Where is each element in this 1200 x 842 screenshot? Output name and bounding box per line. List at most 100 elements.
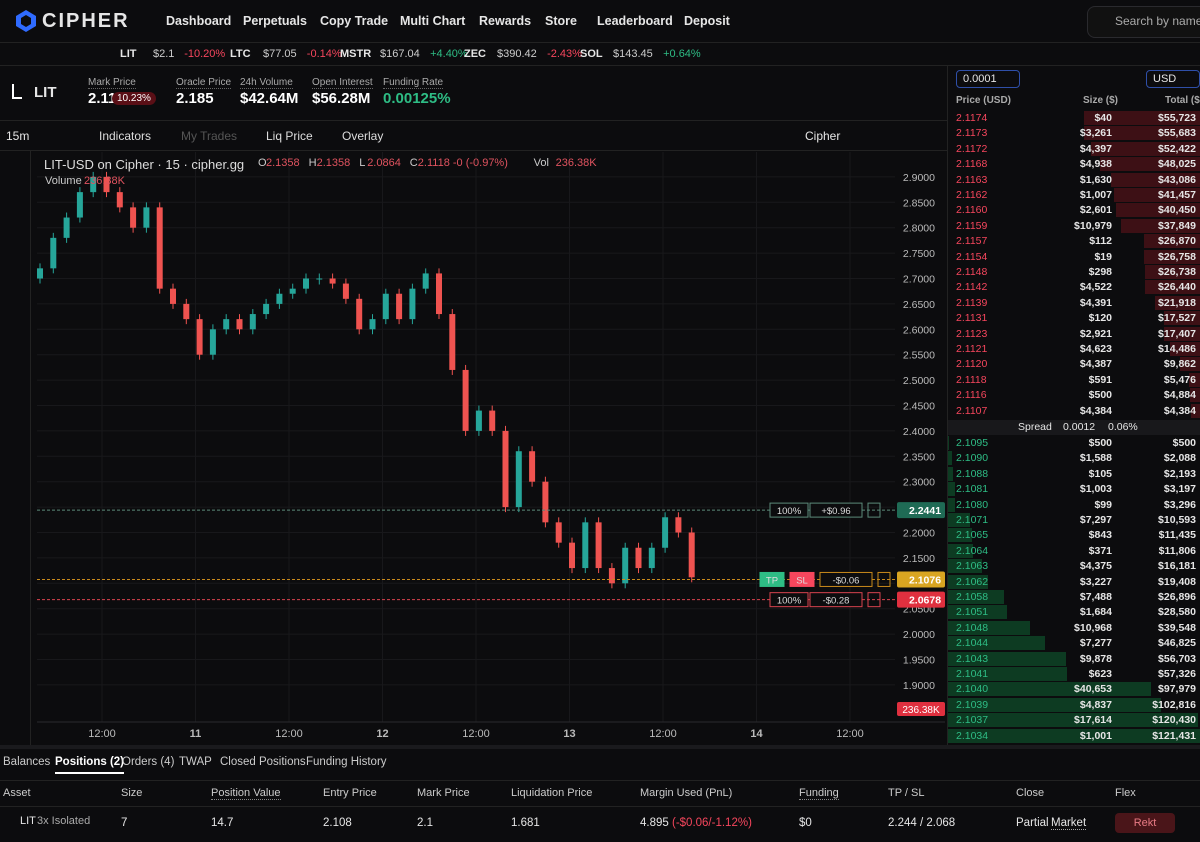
ob-price: 2.1131 [956, 312, 988, 325]
logo[interactable]: CIPHER [42, 10, 130, 32]
ob-price: 2.1121 [956, 343, 988, 355]
tab[interactable]: Closed Positions [220, 756, 306, 768]
close-market[interactable]: Market [1051, 817, 1087, 830]
ob-total: $2,193 [1163, 467, 1196, 480]
ohlc-value: 236.38K [555, 157, 597, 169]
ticker-symbol[interactable]: MSTR [340, 48, 372, 60]
currency-select[interactable]: USD [1146, 70, 1200, 88]
ticker-price: $143.45 [613, 48, 653, 60]
toolbar-item[interactable]: Overlay [342, 129, 384, 143]
ob-size: $1,003 [1079, 483, 1112, 496]
ob-price: 2.1040 [956, 683, 989, 696]
nav-link[interactable]: Store [545, 14, 577, 28]
depth-bar [948, 605, 1008, 620]
price-tag [897, 502, 945, 519]
nav-link[interactable]: Deposit [684, 14, 730, 28]
ob-total: $2,088 [1163, 452, 1196, 465]
close-partial[interactable]: Partial [1016, 817, 1049, 829]
nav-link[interactable]: Copy Trade [320, 14, 389, 28]
ob-header: Total ($) [1165, 95, 1200, 106]
cell: $0 [799, 817, 812, 829]
tab[interactable]: Positions (2) [55, 756, 125, 774]
ob-price: 2.1048 [956, 621, 989, 634]
ob-total: $10,593 [1158, 514, 1196, 526]
ticker-change: -2.43% [547, 48, 582, 60]
column-header: Close [1016, 787, 1045, 799]
interval[interactable]: 15m [6, 129, 30, 143]
tab[interactable]: Funding History [306, 756, 387, 768]
ticker-symbol[interactable]: LIT [120, 48, 137, 60]
ob-total: $46,825 [1158, 637, 1196, 650]
nav-link[interactable]: Dashboard [166, 14, 232, 28]
nav-link[interactable]: Rewards [479, 14, 532, 28]
toolbar-item[interactable]: My Trades [181, 129, 238, 143]
order-tag-label: +$0.96 [821, 506, 850, 517]
stat-label: Funding Rate [383, 77, 444, 89]
ob-total: $121,431 [1152, 729, 1196, 742]
market-icon [12, 84, 22, 99]
ticker-price: $390.42 [497, 48, 537, 60]
candle-body [143, 207, 150, 228]
candle-body [582, 522, 589, 569]
step-select[interactable]: 0.0001 [956, 70, 1020, 88]
toolbar-item[interactable]: Indicators [99, 129, 152, 143]
ticker-symbol[interactable]: LTC [230, 48, 251, 60]
depth-bar [948, 543, 973, 558]
y-tick-label: 2.7000 [903, 273, 935, 285]
ob-price: 2.1168 [956, 158, 988, 171]
ob-size: $4,391 [1079, 296, 1112, 309]
asset: LIT [20, 815, 36, 827]
ob-total: $19,408 [1158, 575, 1196, 588]
stat-value: 2.185 [176, 90, 214, 107]
candle-body [648, 547, 655, 569]
depth-bar [1154, 295, 1200, 310]
price-tag [897, 591, 945, 608]
candle-body [422, 273, 429, 289]
ohlc-key: Vol [533, 157, 549, 169]
tab[interactable]: Orders (4) [122, 756, 175, 768]
x-tick-label: 12:00 [88, 728, 116, 740]
ticker-symbol[interactable]: SOL [580, 48, 603, 60]
tab[interactable]: Balances [3, 756, 51, 768]
ob-size: $4,522 [1079, 281, 1112, 294]
x-tick-label: 12:00 [462, 728, 490, 740]
market-symbol[interactable]: LIT [34, 84, 57, 101]
ob-price: 2.1095 [956, 437, 989, 449]
price-chart[interactable]: 2.9000 2.8500 2.8000 2.7500 2.7000 2.6500 2.60… [37, 152, 945, 745]
tab[interactable]: TWAP [179, 756, 212, 768]
ob-total: $26,440 [1158, 281, 1196, 294]
nav-link[interactable]: Multi Chart [400, 14, 466, 28]
y-tick-label: 2.2000 [903, 528, 935, 540]
stat-label: Oracle Price [176, 77, 232, 89]
ob-price: 2.1157 [956, 235, 988, 248]
ob-total: $3,197 [1163, 483, 1196, 496]
ob-size: $500 [1088, 389, 1112, 402]
ob-size: $500 [1088, 437, 1112, 449]
ob-price: 2.1139 [956, 296, 988, 309]
candle-body [103, 176, 110, 193]
toolbar-item[interactable]: Liq Price [266, 129, 313, 143]
candle-body [396, 293, 403, 320]
nav-link[interactable]: Leaderboard [597, 14, 673, 28]
ohlc-value: 2.1358 [266, 157, 300, 169]
ob-size: $843 [1088, 529, 1112, 542]
ohlc-value: 2.1358 [316, 157, 351, 169]
search-box[interactable] [1087, 6, 1200, 38]
ob-total: $102,816 [1152, 698, 1196, 711]
order-tag [809, 592, 863, 608]
ob-size: $3,227 [1079, 575, 1112, 588]
ticker-symbol[interactable]: ZEC [464, 48, 486, 60]
depth-bar [948, 513, 970, 527]
ohlc-key: C [409, 157, 418, 169]
candle-body [263, 303, 270, 315]
flex-button[interactable]: Rekt [1115, 813, 1175, 833]
candle-body [342, 283, 349, 299]
source-select[interactable]: Cipher [805, 129, 841, 143]
ob-size: $112 [1089, 235, 1112, 248]
ob-total: $37,849 [1158, 219, 1196, 232]
nav-link[interactable]: Perpetuals [243, 14, 307, 28]
ob-size: $2,921 [1079, 327, 1112, 340]
candle-body [289, 288, 296, 294]
candle-body [223, 319, 230, 330]
candle-body [130, 207, 137, 228]
